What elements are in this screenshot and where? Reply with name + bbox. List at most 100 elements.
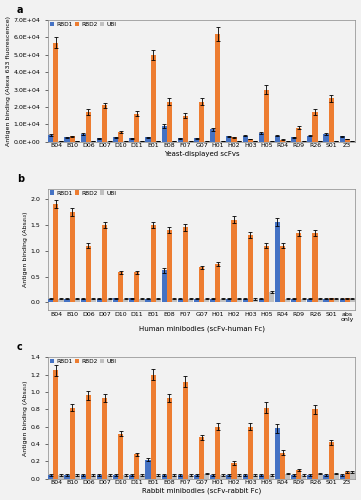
Bar <box>75 476 80 479</box>
Bar <box>81 134 86 141</box>
Bar <box>151 225 156 302</box>
Bar <box>269 476 274 479</box>
Bar <box>102 225 107 302</box>
Bar <box>280 246 285 302</box>
Bar <box>340 476 345 479</box>
Bar <box>226 299 231 302</box>
Bar <box>248 139 253 141</box>
Bar <box>248 426 253 479</box>
Bar <box>275 428 280 479</box>
Bar <box>334 140 339 141</box>
Bar <box>312 410 318 479</box>
Bar <box>285 299 290 302</box>
Bar <box>48 476 53 479</box>
Bar <box>334 299 339 302</box>
Bar <box>199 437 204 479</box>
Bar <box>215 264 221 302</box>
Bar <box>243 299 248 302</box>
Bar <box>107 140 112 141</box>
Bar <box>172 476 177 479</box>
Bar <box>86 112 91 142</box>
Bar <box>129 476 134 479</box>
Bar <box>312 112 318 142</box>
Bar <box>318 140 323 141</box>
Bar <box>65 476 70 479</box>
Bar <box>178 138 183 141</box>
Bar <box>134 454 139 479</box>
Bar <box>210 130 215 141</box>
Y-axis label: Antigen binding (Alexa 633 fluorescence): Antigen binding (Alexa 633 fluorescence) <box>5 16 10 146</box>
Bar <box>345 139 350 141</box>
Bar <box>65 299 70 302</box>
Bar <box>350 472 355 479</box>
Bar <box>162 270 167 302</box>
Bar <box>53 42 58 141</box>
Bar <box>259 299 264 302</box>
Bar <box>129 298 134 302</box>
Bar <box>102 105 107 142</box>
Bar <box>172 140 177 141</box>
Bar <box>334 474 339 479</box>
Bar <box>236 140 242 141</box>
Bar <box>296 128 301 141</box>
Text: a: a <box>17 5 23 15</box>
Bar <box>291 137 296 141</box>
Bar <box>291 299 296 302</box>
Bar <box>301 476 306 479</box>
Bar <box>167 230 172 302</box>
X-axis label: Human minibodies (scFv-human Fc): Human minibodies (scFv-human Fc) <box>139 325 265 332</box>
Bar <box>307 476 312 479</box>
Bar <box>269 292 274 302</box>
Bar <box>259 476 264 479</box>
Bar <box>188 299 193 302</box>
Bar <box>307 299 312 302</box>
Text: c: c <box>17 342 23 352</box>
Bar <box>243 476 248 479</box>
Bar <box>75 299 80 302</box>
Bar <box>102 398 107 479</box>
Bar <box>264 408 269 479</box>
Bar <box>48 134 53 141</box>
Bar <box>53 204 58 302</box>
Y-axis label: Antigen binding (Abs₄₅₀): Antigen binding (Abs₄₅₀) <box>22 380 27 456</box>
Bar <box>97 299 102 302</box>
Bar <box>221 140 226 141</box>
Bar <box>145 137 151 141</box>
Bar <box>350 140 355 141</box>
Bar <box>264 90 269 142</box>
Bar <box>345 298 350 302</box>
Bar <box>97 476 102 479</box>
Bar <box>107 476 112 479</box>
Legend: RBD1, RBD2, UBI: RBD1, RBD2, UBI <box>49 358 117 365</box>
Bar <box>70 136 75 141</box>
Bar <box>188 476 193 479</box>
Bar <box>199 268 204 302</box>
Bar <box>194 299 199 302</box>
Bar <box>285 474 290 479</box>
Bar <box>280 452 285 479</box>
Legend: RBD1, RBD2, UBI: RBD1, RBD2, UBI <box>49 190 117 196</box>
Bar <box>215 34 221 142</box>
Bar <box>156 140 161 141</box>
Bar <box>329 442 334 479</box>
Bar <box>269 140 274 141</box>
Bar <box>329 98 334 142</box>
Bar <box>323 299 329 302</box>
Bar <box>307 136 312 141</box>
Bar <box>86 396 91 479</box>
Bar <box>86 246 91 302</box>
Bar <box>156 476 161 479</box>
Bar <box>178 299 183 302</box>
Bar <box>134 114 139 141</box>
Bar <box>118 434 123 479</box>
Bar <box>226 476 231 479</box>
Bar <box>296 470 301 479</box>
Bar <box>97 138 102 141</box>
Bar <box>236 476 242 479</box>
Bar <box>129 138 134 141</box>
Bar <box>167 398 172 479</box>
Bar <box>253 476 258 479</box>
Bar <box>275 136 280 141</box>
Bar <box>204 140 209 141</box>
Bar <box>172 299 177 302</box>
